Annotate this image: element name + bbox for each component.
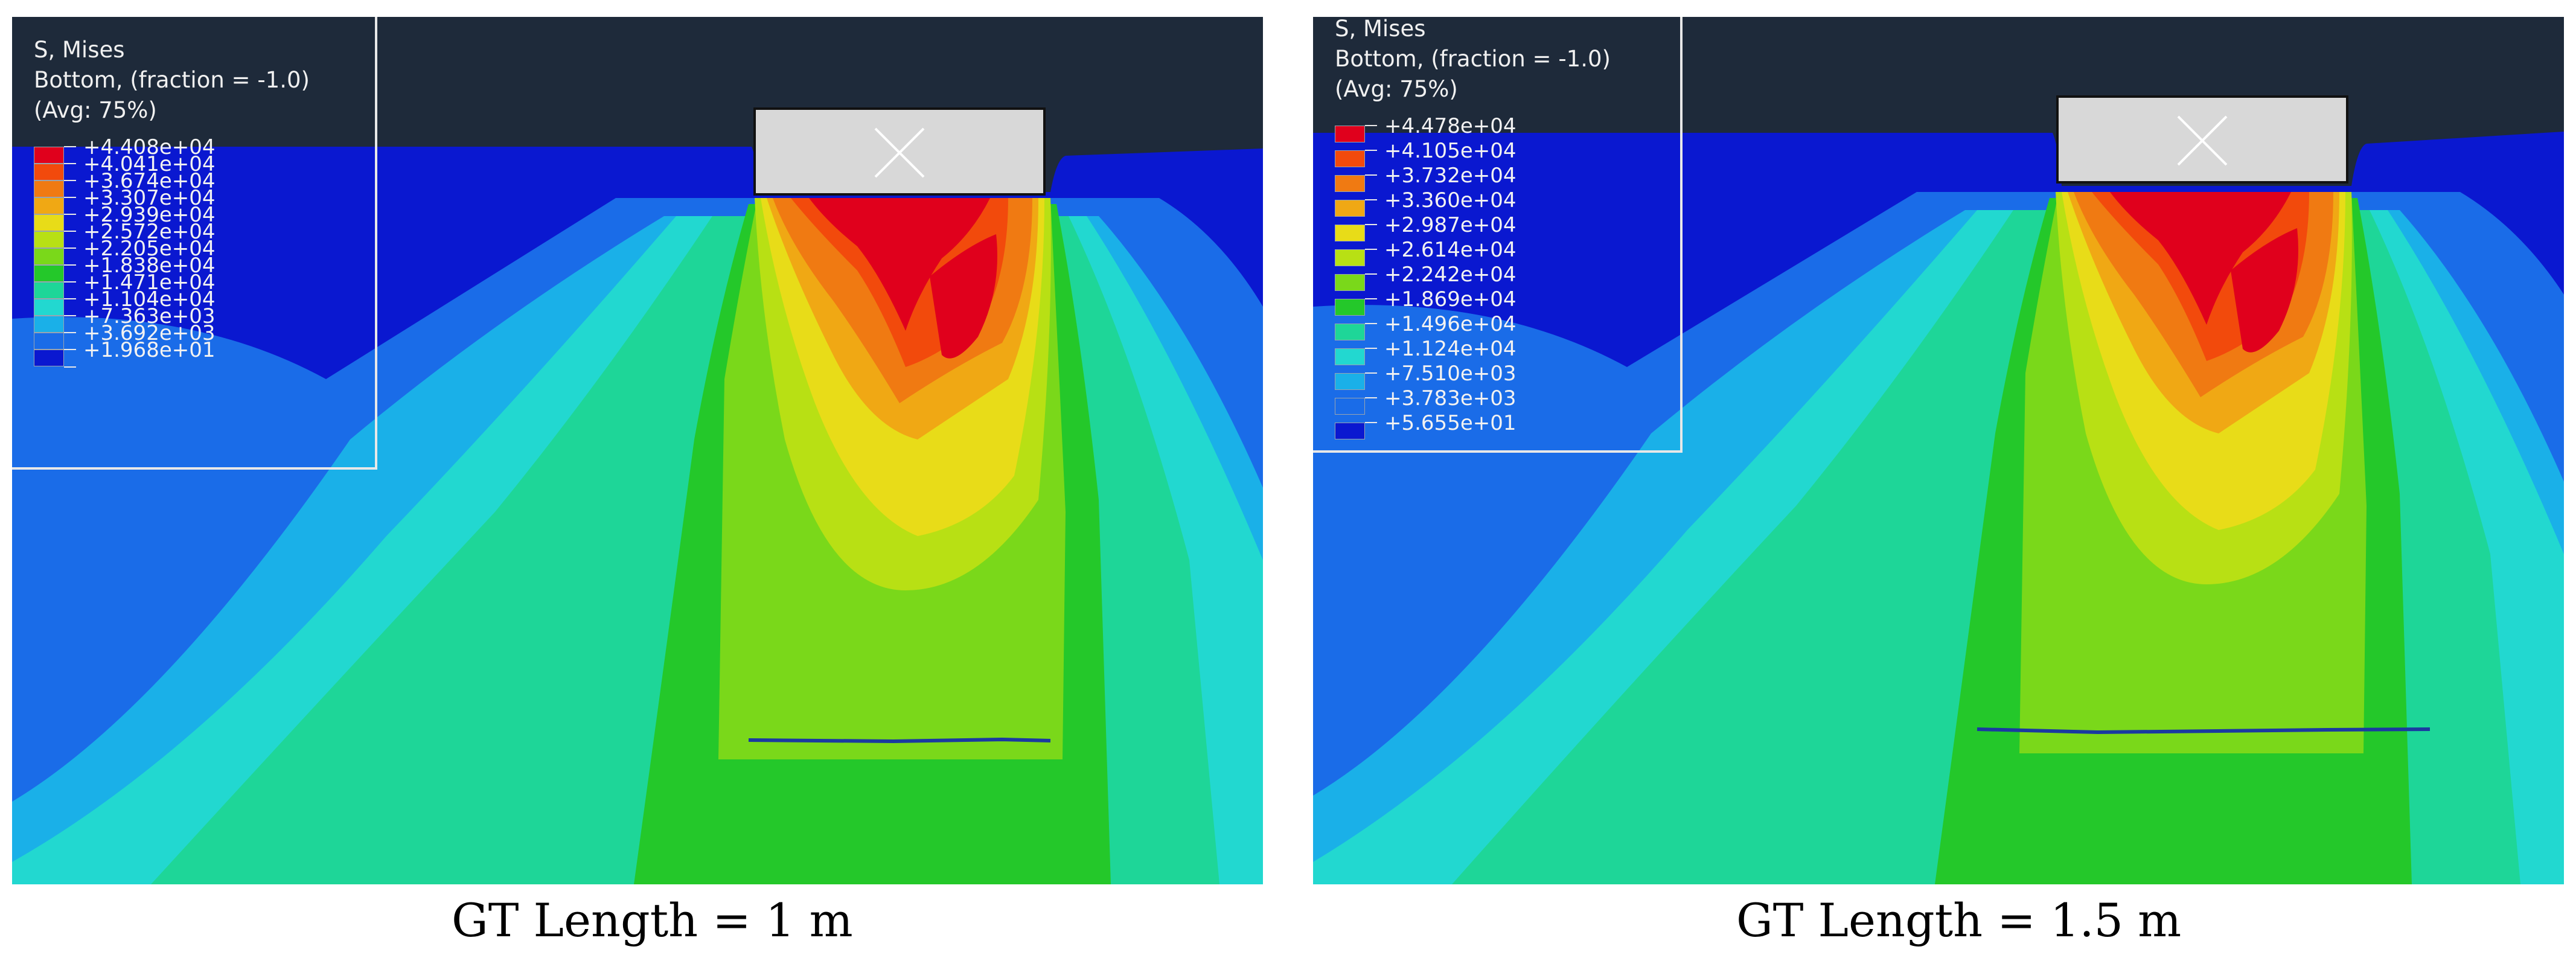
legend-value: +1.124e+04 — [1384, 337, 1517, 361]
caption-right: GT Length = 1.5 m — [1736, 893, 2182, 947]
legend-end-tick — [64, 366, 76, 368]
stress-contour-panel-right: S, Mises Bottom, (fraction = -1.0) (Avg:… — [1313, 17, 2564, 884]
legend-averaging: (Avg: 75%) — [1335, 76, 1458, 102]
legend-value: +1.968e+01 — [83, 338, 216, 362]
legend-value: +1.471e+04 — [83, 270, 216, 295]
legend-value: +1.496e+04 — [1384, 312, 1517, 336]
caption-left: GT Length = 1 m — [452, 893, 853, 947]
legend-value: +7.363e+03 — [83, 304, 216, 328]
legend-value: +3.307e+04 — [83, 186, 216, 210]
legend-value: +2.614e+04 — [1384, 238, 1517, 262]
legend-value: +2.939e+04 — [83, 203, 216, 227]
contour-field-right — [1313, 17, 2564, 884]
legend-value: +4.105e+04 — [1384, 139, 1517, 163]
legend-value: +2.242e+04 — [1384, 263, 1517, 287]
legend-value: +4.041e+04 — [83, 152, 216, 176]
legend-averaging: (Avg: 75%) — [34, 97, 157, 123]
legend-value: +1.869e+04 — [1384, 287, 1517, 311]
legend-value: +3.692e+03 — [83, 321, 216, 345]
legend-left: S, Mises Bottom, (fraction = -1.0) (Avg:… — [12, 17, 377, 470]
contour-field-left — [12, 17, 1263, 884]
legend-value: +1.838e+04 — [83, 254, 216, 278]
legend-value: +4.478e+04 — [1384, 114, 1517, 138]
legend-value: +4.408e+04 — [83, 135, 216, 159]
legend-value: +3.732e+04 — [1384, 164, 1517, 188]
legend-value: +2.987e+04 — [1384, 213, 1517, 237]
legend-value: +1.104e+04 — [83, 287, 216, 311]
legend-value: +3.783e+03 — [1384, 386, 1517, 410]
legend-value: +3.360e+04 — [1384, 188, 1517, 212]
legend-subtitle: Bottom, (fraction = -1.0) — [34, 67, 310, 93]
legend-value: +5.655e+01 — [1384, 411, 1517, 435]
legend-value: +2.572e+04 — [83, 220, 216, 244]
legend-title: S, Mises — [1335, 17, 1426, 42]
legend-right: S, Mises Bottom, (fraction = -1.0) (Avg:… — [1313, 17, 1683, 453]
legend-value: +2.205e+04 — [83, 237, 216, 261]
stress-contour-panel-left: S, Mises Bottom, (fraction = -1.0) (Avg:… — [12, 17, 1263, 884]
legend-value: +3.674e+04 — [83, 169, 216, 193]
legend-title: S, Mises — [34, 37, 125, 63]
legend-subtitle: Bottom, (fraction = -1.0) — [1335, 46, 1611, 72]
legend-value: +7.510e+03 — [1384, 362, 1517, 386]
